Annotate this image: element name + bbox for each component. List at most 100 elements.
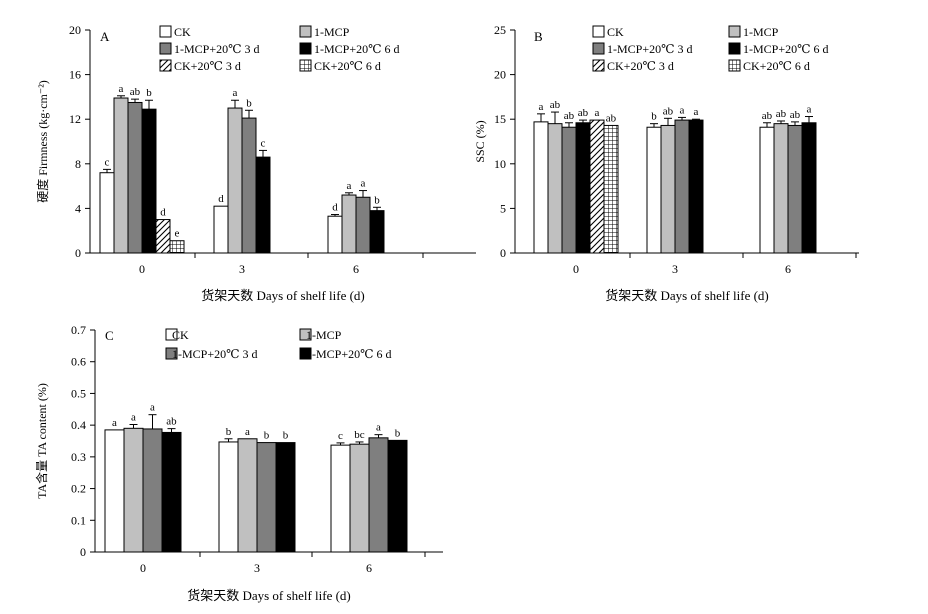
bar [759, 126, 775, 254]
y-tick-label: 20 [494, 68, 506, 82]
legend-label: 1-MCP+20℃ 3 d [174, 42, 260, 56]
bar [123, 427, 144, 553]
y-tick-label: 10 [494, 157, 506, 171]
bar [547, 123, 563, 254]
bar [575, 122, 591, 254]
bar [387, 439, 408, 553]
significance-label: d [218, 193, 224, 205]
significance-label: a [233, 87, 238, 99]
y-axis-title: TA含量 TA content (%) [34, 383, 49, 499]
legend-label: CK [174, 25, 191, 39]
bar [341, 194, 357, 254]
y-tick-label: 0.5 [71, 386, 86, 400]
legend-swatch [592, 25, 605, 38]
legend-label: 1-MCP [306, 328, 342, 342]
bar [368, 437, 389, 553]
significance-label: a [376, 422, 381, 434]
y-tick-label: 0.3 [71, 450, 86, 464]
x-tick-label: 0 [139, 262, 145, 276]
bar [561, 126, 577, 254]
significance-label: a [539, 101, 544, 113]
x-axis-title: 货架天数 Days of shelf life (d) [605, 288, 769, 303]
x-tick-label: 6 [366, 561, 372, 575]
bar [237, 438, 258, 553]
legend-label: CK+20℃ 6 d [314, 59, 381, 73]
bar [218, 441, 239, 553]
significance-label: b [374, 194, 380, 206]
legend-label: CK+20℃ 3 d [607, 59, 674, 73]
bar [369, 210, 385, 254]
significance-label: ab [606, 112, 617, 124]
y-tick-label: 4 [75, 201, 81, 215]
significance-label: a [680, 104, 685, 116]
significance-label: a [694, 106, 699, 118]
bar [787, 124, 803, 254]
bar [127, 101, 143, 254]
bar [327, 215, 343, 254]
x-axis-title: 货架天数 Days of shelf life (d) [201, 288, 365, 303]
significance-label: ab [578, 107, 589, 119]
x-tick-label: 6 [353, 262, 359, 276]
legend-swatch [728, 25, 741, 38]
y-tick-label: 20 [69, 23, 81, 37]
legend-label: CK [607, 25, 624, 39]
significance-label: ab [663, 105, 674, 117]
bar [142, 428, 163, 553]
y-tick-label: 25 [494, 23, 506, 37]
legend-swatch [299, 347, 312, 360]
y-tick-label: 15 [494, 112, 506, 126]
bar [646, 126, 662, 254]
bar [355, 196, 371, 254]
y-axis-title: 硬度 Firmness (kg·cm⁻²) [35, 80, 50, 203]
legend-swatch [728, 42, 741, 55]
significance-label: a [347, 180, 352, 192]
significance-label: ab [776, 108, 787, 120]
significance-label: ab [130, 86, 141, 98]
significance-label: ab [564, 110, 575, 122]
significance-label: ab [790, 109, 801, 121]
y-tick-label: 0.4 [71, 418, 86, 432]
bar [773, 123, 789, 254]
y-tick-label: 12 [69, 112, 81, 126]
panel-letter: B [534, 29, 543, 44]
y-axis-title: SSC (%) [473, 120, 487, 162]
x-axis-title: 货架天数 Days of shelf life (d) [187, 588, 351, 603]
y-tick-label: 0 [75, 246, 81, 260]
legend-label: 1-MCP+20℃ 3 d [172, 347, 258, 361]
x-tick-label: 0 [140, 561, 146, 575]
significance-label: b [246, 97, 252, 109]
legend-label: CK [172, 328, 189, 342]
legend-swatch [165, 328, 178, 341]
bar [275, 442, 296, 553]
significance-label: b [226, 426, 232, 438]
bar [227, 107, 243, 254]
legend-swatch [728, 59, 741, 72]
significance-label: d [160, 207, 166, 219]
legend-label: 1-MCP+20℃ 6 d [306, 347, 392, 361]
y-tick-label: 0 [500, 246, 506, 260]
x-tick-label: 3 [254, 561, 260, 575]
bar [99, 172, 115, 254]
y-tick-label: 0.2 [71, 482, 86, 496]
legend-label: 1-MCP [314, 25, 350, 39]
bar [241, 117, 257, 254]
bar [660, 124, 676, 254]
significance-label: a [807, 104, 812, 116]
legend-swatch [592, 59, 605, 72]
legend-swatch [299, 328, 312, 341]
panel-letter: C [105, 328, 114, 343]
bar [104, 429, 125, 553]
significance-label: b [146, 87, 152, 99]
significance-label: a [119, 83, 124, 95]
significance-label: a [595, 107, 600, 119]
significance-label: b [651, 111, 657, 123]
y-tick-label: 0.1 [71, 513, 86, 527]
legend-label: CK+20℃ 3 d [174, 59, 241, 73]
significance-label: a [150, 402, 155, 414]
significance-label: b [264, 430, 270, 442]
y-tick-label: 5 [500, 201, 506, 215]
panel-letter: A [100, 29, 110, 44]
bar [113, 97, 129, 254]
legend-label: 1-MCP+20℃ 6 d [743, 42, 829, 56]
